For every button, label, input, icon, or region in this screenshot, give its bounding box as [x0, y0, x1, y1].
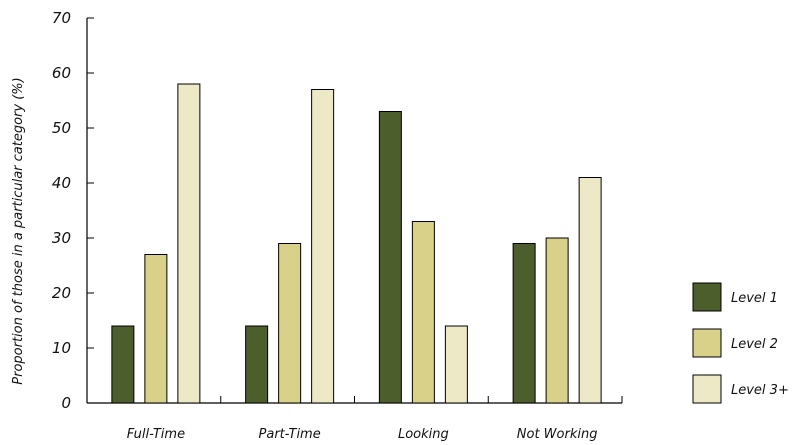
- legend-label: Level 1: [731, 291, 778, 306]
- bar: [144, 254, 168, 404]
- legend: Level 1 Level 2 Level 3+: [692, 282, 789, 404]
- y-tick-label: 70: [52, 9, 71, 27]
- bar: [512, 243, 536, 404]
- category-label: Not Working: [517, 427, 598, 442]
- bar: [111, 325, 135, 404]
- bar: [311, 89, 335, 404]
- bar: [545, 237, 569, 404]
- bar: [177, 83, 201, 404]
- bar: [378, 111, 402, 404]
- y-tick-label: 10: [52, 339, 71, 357]
- bar: [444, 325, 468, 404]
- legend-label: Level 3+: [731, 383, 789, 398]
- bar: [278, 243, 302, 404]
- y-tick-label: 40: [52, 174, 71, 192]
- category-labels: Full-Time Part-Time Looking Not Working: [127, 427, 598, 442]
- y-tick-label: 50: [52, 119, 71, 137]
- legend-label: Level 2: [731, 337, 778, 352]
- bar: [578, 177, 602, 404]
- y-tick-label: 20: [52, 284, 71, 302]
- y-ticks: 0 10 20 30 40 50 60 70: [52, 9, 94, 412]
- category-label: Looking: [398, 427, 449, 442]
- y-tick-label: 0: [61, 394, 71, 412]
- bar: [411, 221, 435, 404]
- legend-swatch: [692, 328, 722, 358]
- bars: [111, 83, 602, 404]
- y-tick-label: 30: [52, 229, 71, 247]
- legend-swatch: [692, 282, 722, 312]
- category-label: Full-Time: [127, 427, 185, 442]
- category-label: Part-Time: [259, 427, 321, 442]
- y-tick-label: 60: [52, 64, 71, 82]
- legend-swatch: [692, 374, 722, 404]
- y-axis-label: Proportion of those in a particular cate…: [11, 77, 26, 384]
- bar: [245, 325, 269, 404]
